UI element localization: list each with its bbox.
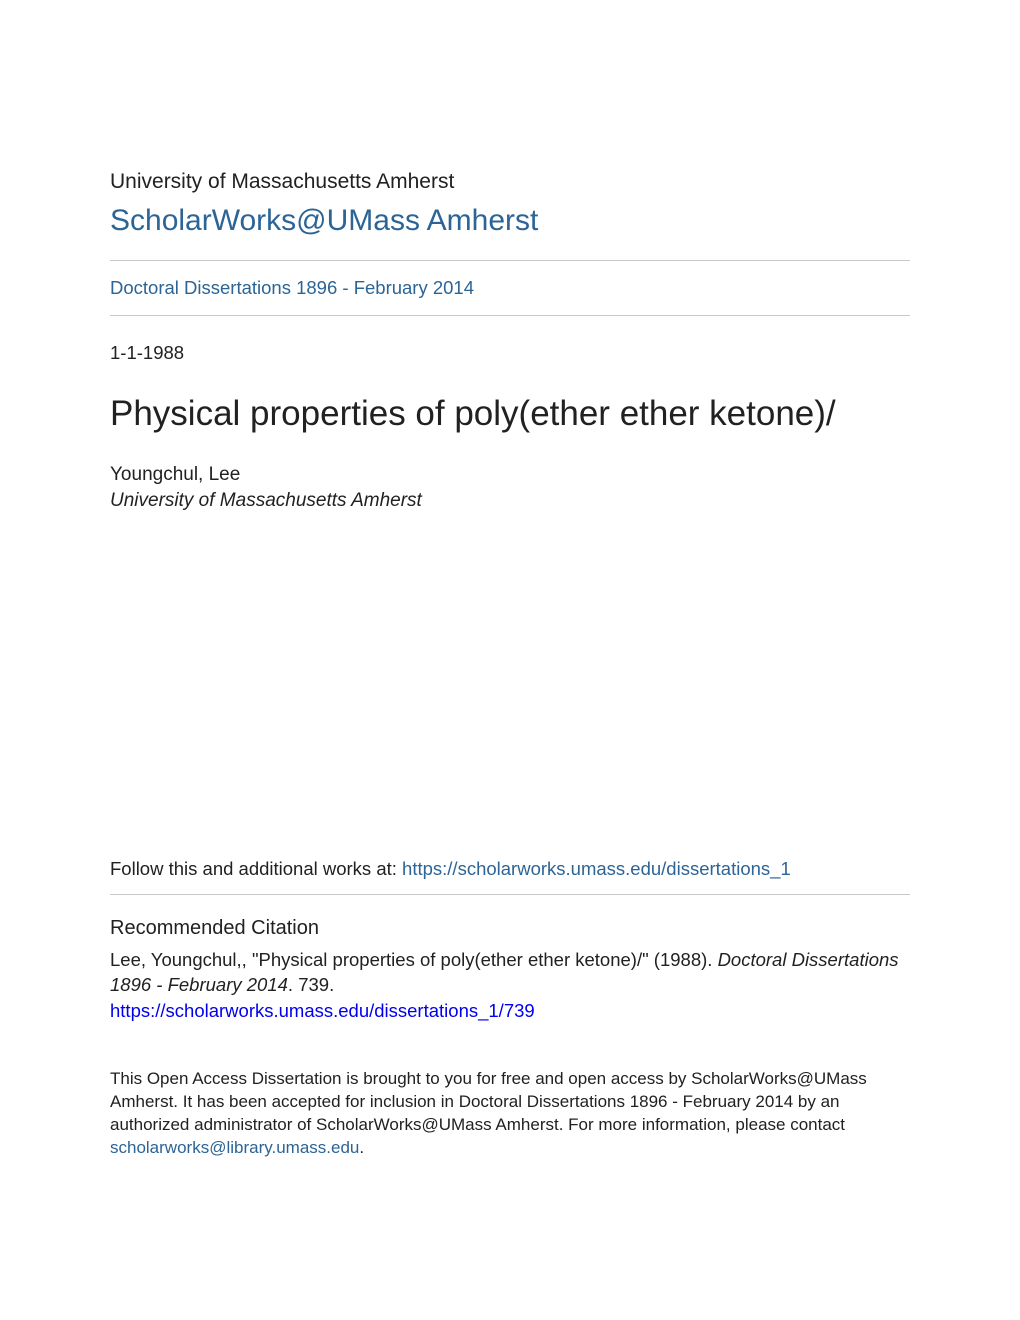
record-title: Physical properties of poly(ether ether … (110, 394, 910, 434)
availability-statement: This Open Access Dissertation is brought… (110, 1068, 910, 1160)
follow-line: Follow this and additional works at: htt… (110, 858, 910, 880)
citation-heading: Recommended Citation (110, 917, 910, 940)
citation-text-part1: Lee, Youngchul,, "Physical properties of… (110, 949, 718, 970)
citation-text-part2: . 739. (288, 974, 334, 995)
publication-date: 1-1-1988 (110, 342, 910, 364)
availability-text-part2: . (359, 1138, 364, 1157)
availability-text-part1: This Open Access Dissertation is brought… (110, 1069, 867, 1134)
follow-prefix: Follow this and additional works at: (110, 858, 402, 879)
institution-name: University of Massachusetts Amherst (110, 170, 910, 194)
repository-name-link[interactable]: ScholarWorks@UMass Amherst (110, 204, 910, 238)
author-name: Youngchul, Lee (110, 464, 910, 486)
citation-url-link[interactable]: https://scholarworks.umass.edu/dissertat… (110, 1000, 535, 1021)
citation-body: Lee, Youngchul,, "Physical properties of… (110, 948, 910, 998)
follow-url-link[interactable]: https://scholarworks.umass.edu/dissertat… (402, 858, 791, 879)
collection-link[interactable]: Doctoral Dissertations 1896 - February 2… (110, 261, 910, 315)
contact-email-link[interactable]: scholarworks@library.umass.edu (110, 1138, 359, 1157)
divider (110, 315, 910, 316)
author-affiliation: University of Massachusetts Amherst (110, 490, 910, 512)
divider (110, 894, 910, 895)
